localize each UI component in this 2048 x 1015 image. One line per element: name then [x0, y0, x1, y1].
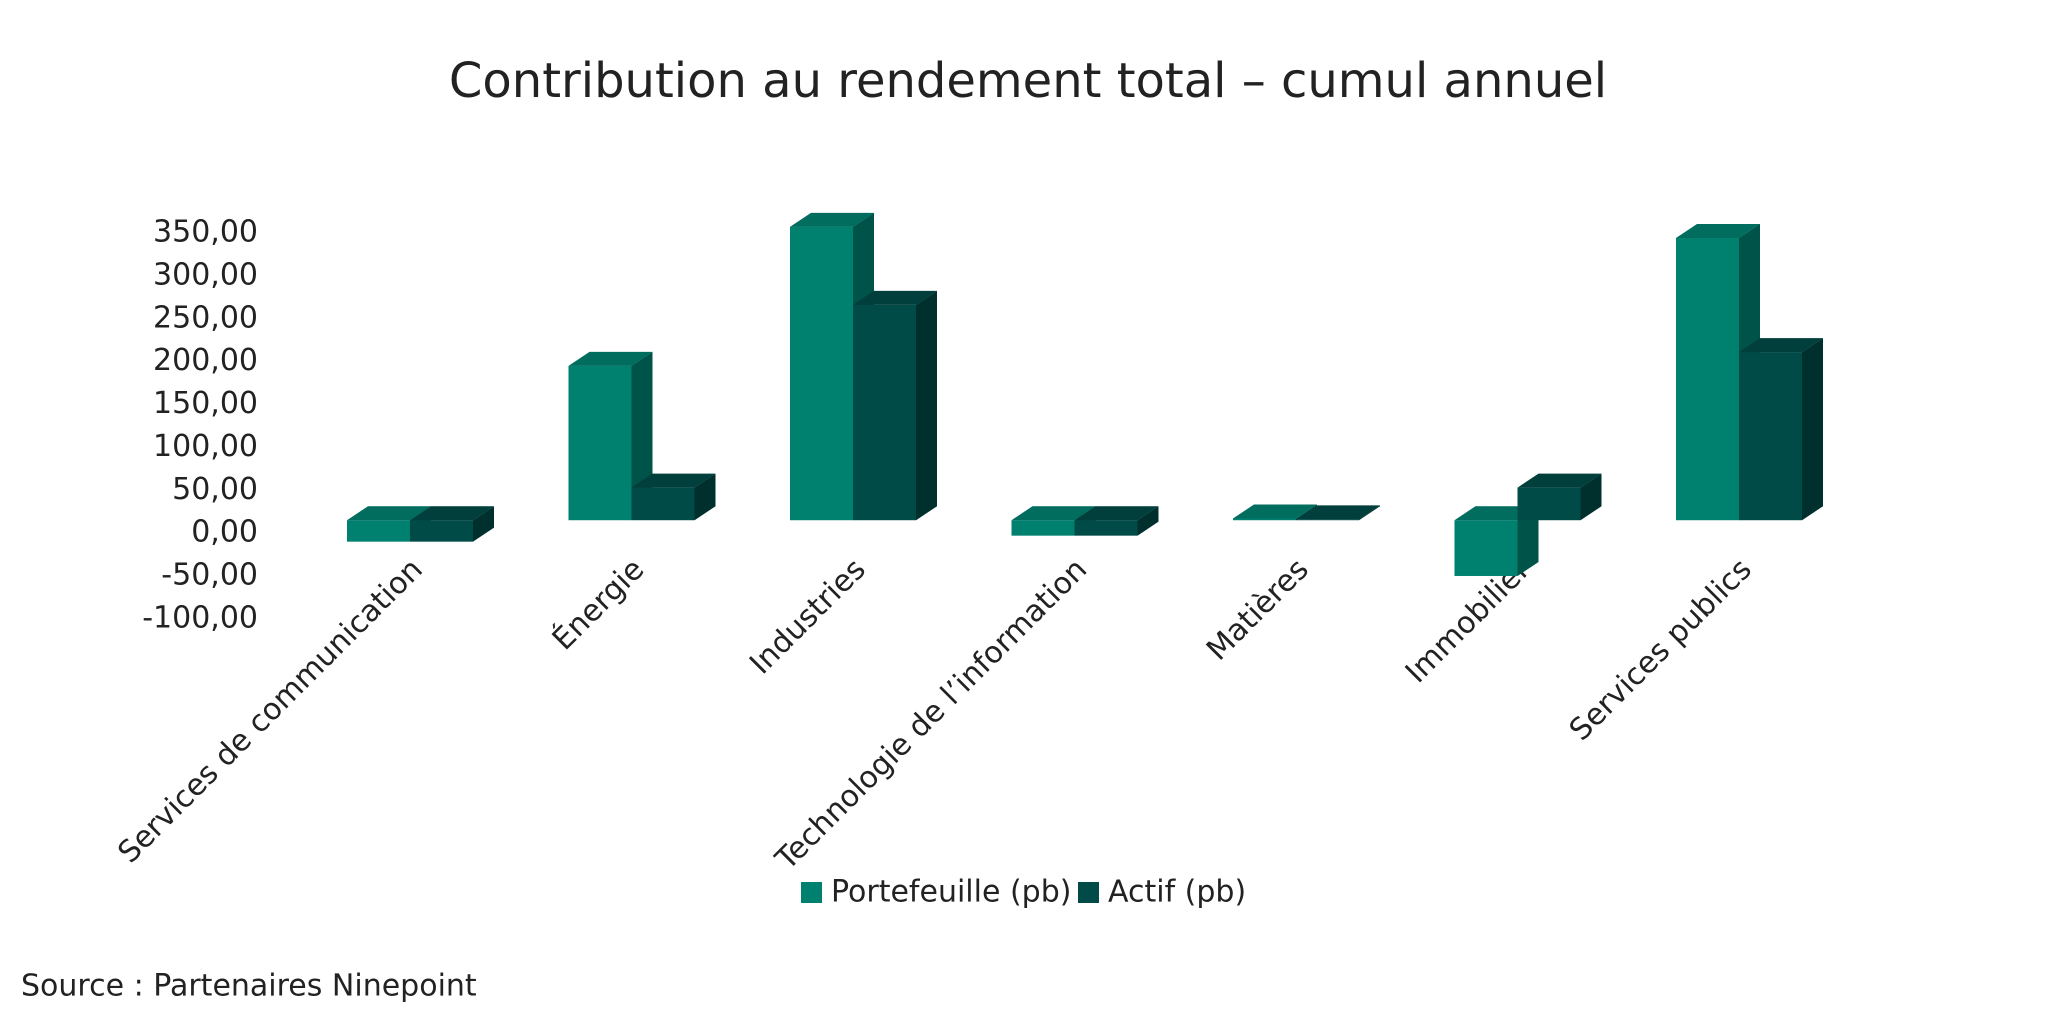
- bar-top-shade: [347, 506, 431, 521]
- bar-front: [1296, 519, 1359, 521]
- legend-label: Actif (pb): [1108, 875, 1246, 910]
- bar: [1074, 506, 1159, 536]
- legend-swatch: [1078, 882, 1099, 903]
- bar-top: [1233, 504, 1317, 519]
- bar: [853, 290, 937, 521]
- bar-top: [410, 506, 494, 521]
- bar-side-shade: [916, 290, 937, 521]
- bar-side: [694, 473, 716, 521]
- bar-top-shade: [853, 290, 937, 305]
- bar-side: [1517, 506, 1539, 576]
- bar-front: [568, 365, 632, 521]
- bar-top-shade: [1233, 504, 1317, 519]
- x-tick-label: Industries: [743, 552, 872, 681]
- bar-top: [853, 290, 937, 305]
- bar-front: [1233, 518, 1296, 521]
- x-tick-label: Matières: [1200, 552, 1316, 668]
- bar-top-shade: [568, 351, 653, 366]
- bar-side: [473, 506, 494, 542]
- bar-top-shade: [631, 473, 716, 488]
- y-tick-label: 350,00: [153, 215, 258, 250]
- legend-swatch: [801, 882, 822, 903]
- y-tick-label: 50,00: [172, 472, 258, 507]
- bar-side-shade: [694, 473, 716, 521]
- y-tick-label: 200,00: [153, 343, 258, 378]
- bar-front: [790, 226, 853, 521]
- bar-top-shade: [1011, 506, 1096, 521]
- bar-top-shade: [1739, 338, 1823, 353]
- bar-front: [1074, 520, 1138, 536]
- bar-side: [1580, 473, 1602, 521]
- x-tick-label: Énergie: [545, 551, 651, 657]
- bar-top: [1296, 505, 1380, 520]
- bar-front: [1011, 520, 1075, 536]
- bar-top: [568, 351, 653, 366]
- y-tick-label: 150,00: [153, 386, 258, 421]
- bar: [1296, 505, 1380, 521]
- bar-side: [916, 290, 937, 521]
- bar-front: [853, 304, 916, 521]
- bar-side: [1359, 505, 1380, 521]
- bar-front: [1676, 238, 1739, 521]
- bar-front: [410, 520, 473, 542]
- bar: [631, 473, 716, 521]
- bar-top: [631, 473, 716, 488]
- bar-front: [1739, 352, 1802, 521]
- bar-top-shade: [1296, 505, 1380, 520]
- bar-top: [1074, 506, 1159, 521]
- bar-top: [347, 506, 431, 521]
- bar-top-shade: [1517, 473, 1602, 488]
- y-tick-label: 100,00: [153, 429, 258, 464]
- bar-side-shade: [1580, 473, 1602, 521]
- bar-top: [1011, 506, 1096, 521]
- legend-label: Portefeuille (pb): [831, 875, 1071, 910]
- bar-top: [1676, 224, 1760, 239]
- y-tick-label: 0,00: [191, 515, 258, 550]
- chart-title: Contribution au rendement total – cumul …: [449, 53, 1607, 109]
- bar-top: [1517, 473, 1602, 488]
- bar: [410, 506, 494, 542]
- x-tick-label: Services publics: [1563, 552, 1759, 748]
- bar-top-shade: [790, 212, 874, 227]
- y-tick-label: -100,00: [142, 601, 258, 636]
- bar-side: [1137, 506, 1159, 536]
- bar-top-shade: [1676, 224, 1760, 239]
- bar-side-shade: [1517, 506, 1539, 576]
- bar-side: [1802, 338, 1823, 521]
- bar-side-shade: [1359, 505, 1380, 521]
- bar-top: [1739, 338, 1823, 353]
- bar: [1739, 338, 1823, 521]
- bar-front: [1454, 520, 1518, 576]
- y-tick-label: -50,00: [161, 558, 258, 593]
- bar-top-shade: [410, 506, 494, 521]
- bar-side-shade: [473, 506, 494, 542]
- y-tick-label: 250,00: [153, 300, 258, 335]
- bar-side-shade: [1137, 506, 1159, 536]
- source-note: Source : Partenaires Ninepoint: [21, 969, 477, 1004]
- bar-side-shade: [1802, 338, 1823, 521]
- bar-front: [1517, 487, 1581, 521]
- bar-front: [347, 520, 410, 542]
- y-tick-label: 300,00: [153, 257, 258, 292]
- bar-top: [790, 212, 874, 227]
- bar: [1517, 473, 1602, 521]
- bar-front: [631, 487, 695, 521]
- bar-top-shade: [1074, 506, 1159, 521]
